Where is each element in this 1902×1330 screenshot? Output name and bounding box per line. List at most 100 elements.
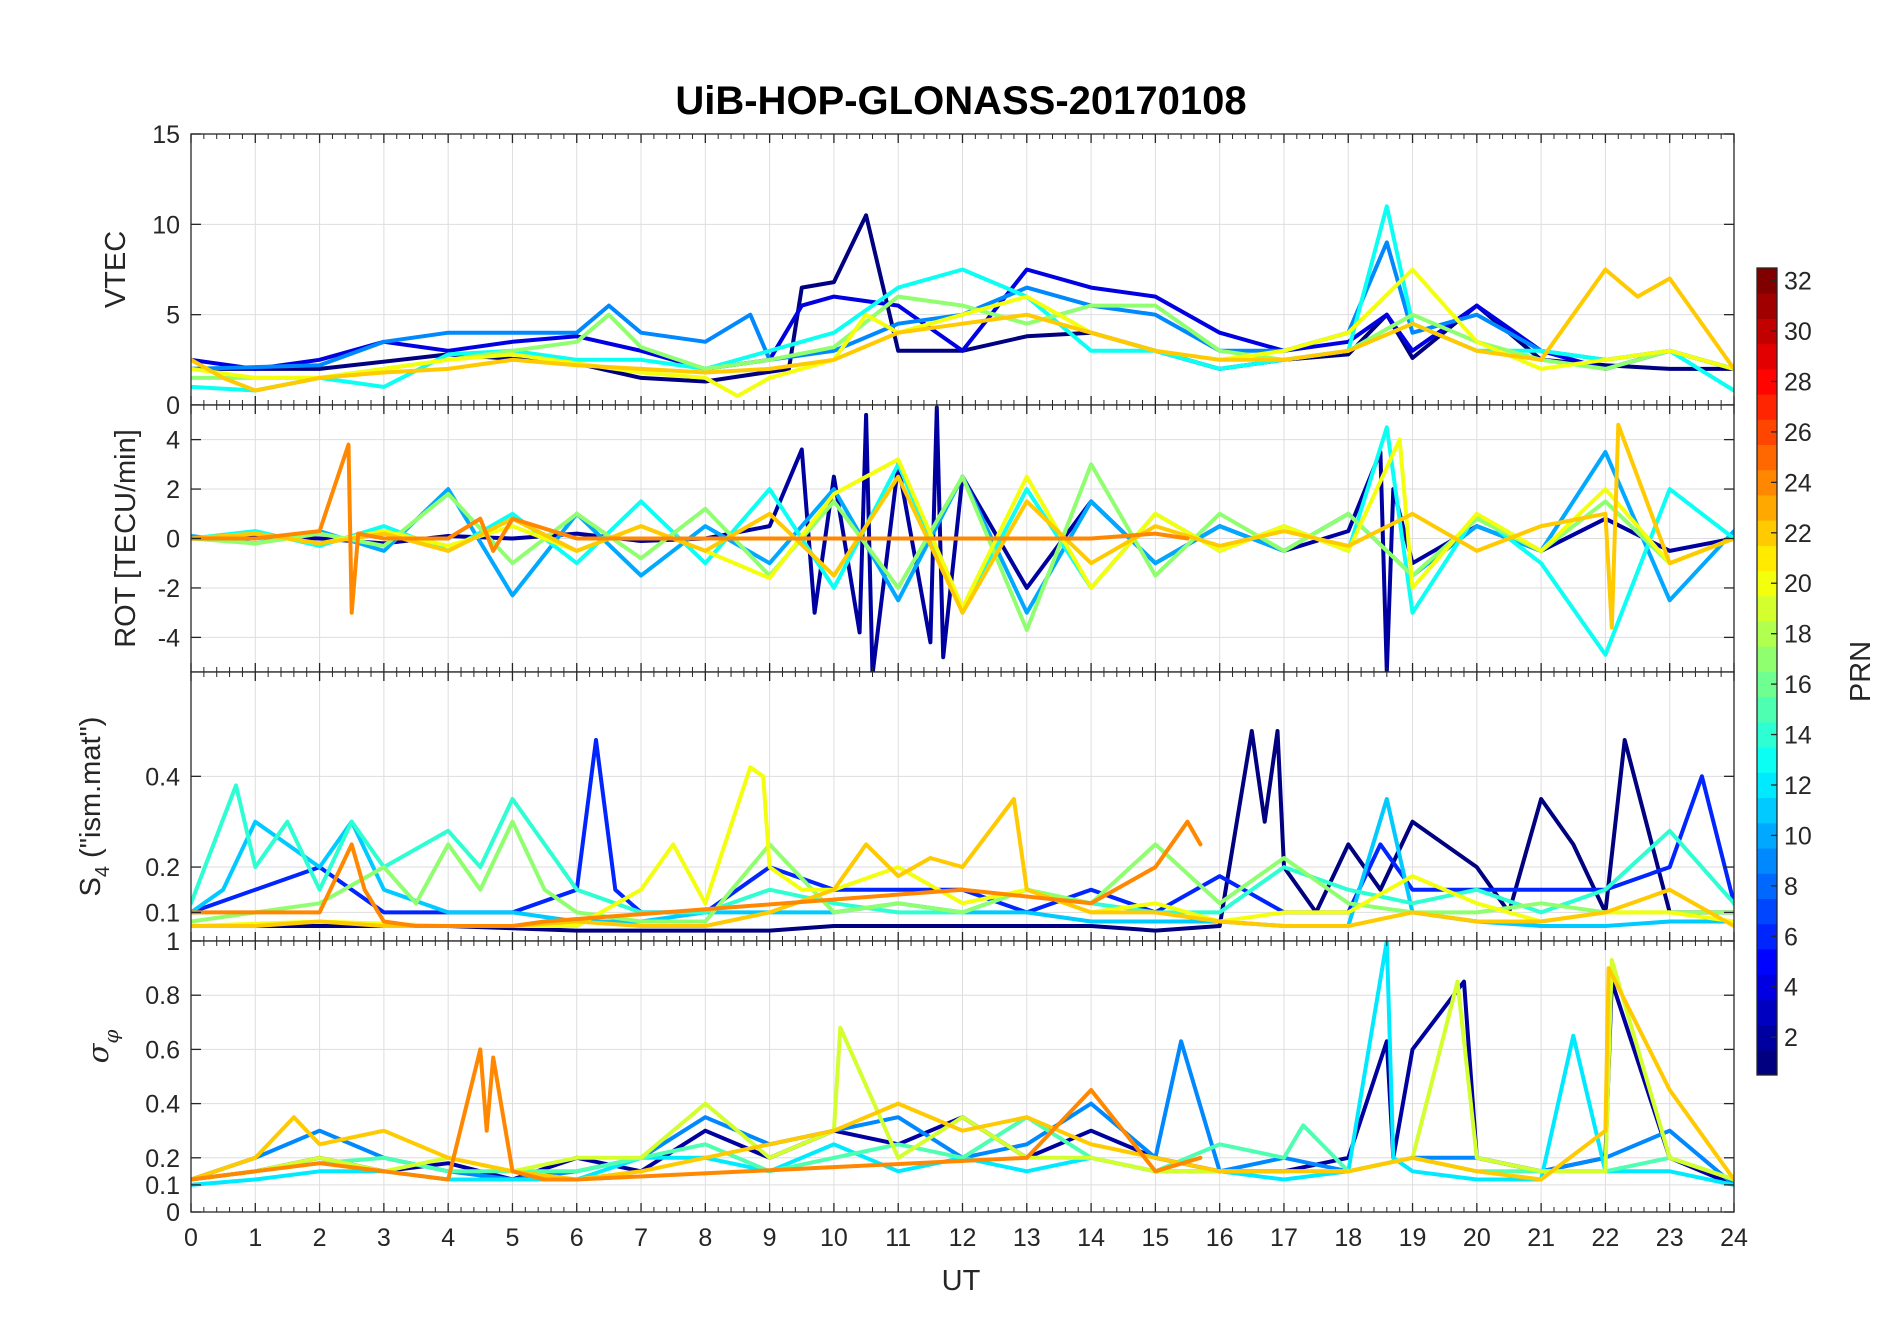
colorbar-tick-label: 10 [1784,822,1812,850]
colorbar-segment [1757,545,1777,572]
colorbar-segment [1757,368,1777,395]
y-tick-label: 4 [166,427,180,455]
series-prn-20 [191,765,1734,928]
colorbar-tick-label: 18 [1784,621,1812,649]
series-prn-22 [191,267,1734,393]
x-tick-label: 9 [763,1224,777,1252]
colorbar-segment [1757,999,1777,1026]
colorbar-tick-label: 30 [1784,318,1812,346]
series-prn-22 [191,966,1734,1182]
colorbar-segment [1757,948,1777,975]
colorbar-segment [1757,873,1777,899]
y-tick-label: 0.2 [145,854,180,882]
panel-rot: -4 -2 0 2 4 ROT [TECU/min] [110,404,1735,673]
y-tick-label: 0.4 [145,1091,180,1119]
y-tick-label: 5 [166,302,180,330]
x-tick-label: 3 [377,1224,391,1252]
x-tick-label: 8 [698,1224,712,1252]
chart-title: UiB-HOP-GLONASS-20170108 [675,79,1246,123]
colorbar-segment [1757,898,1777,925]
colorbar-tick-label: 20 [1784,570,1812,598]
tick-marks [190,133,1735,406]
colorbar-tick-label: 26 [1784,419,1812,447]
colorbar-tick-label: 8 [1784,873,1798,901]
series-prn-12 [191,941,1734,1187]
series-prn-17 [191,819,1734,924]
y-tick-label: 0.1 [145,899,180,927]
x-tick-label: 18 [1334,1224,1362,1252]
y-tick-label: 15 [152,121,180,149]
y-axis-label: σφ [81,1030,123,1064]
x-tick-label: 11 [885,1224,911,1252]
series-prn-24 [191,819,1203,928]
panel-sigma_phi: 00.10.2 0.4 0.6 0.8 1 σφ [81,928,1735,1227]
colorbar-segment [1757,494,1777,521]
colorbar-segment [1757,570,1777,597]
y-tick-label: -4 [158,624,180,652]
series-prn-17 [191,462,1734,632]
series-group [191,941,1734,1187]
series-prn-24 [191,442,1190,615]
x-axis: 0 1 2 3 4 5 6 7 8 9 10 11 12 13 14 15 16 17 18 19 20 21 22 23 24 [184,1224,1748,1252]
colorbar-segment [1757,343,1777,370]
colorbar-tick-label: 14 [1784,722,1812,750]
series-group [191,729,1734,933]
colorbar-segment [1757,772,1777,799]
colorbar-tick-label: 12 [1784,772,1812,800]
series-group [191,405,1734,672]
y-tick-label: 0.1 [145,1172,180,1200]
colorbar-tick-label: 24 [1784,469,1812,497]
y-tick-label: -2 [158,575,180,603]
x-tick-label: 16 [1206,1224,1234,1252]
colorbar-tick-label: 6 [1784,923,1798,951]
x-tick-label: 20 [1463,1224,1491,1252]
colorbar-segment [1757,268,1777,294]
y-tick-label: 1 [166,928,180,956]
colorbar-segment [1757,721,1777,748]
x-tick-label: 15 [1141,1224,1169,1252]
x-tick-label: 22 [1592,1224,1620,1252]
series-prn-24 [191,1047,1203,1182]
y-axis-label: S4 ("ism.mat") [75,717,114,897]
colorbar-tick-label: 2 [1784,1024,1798,1052]
x-tick-label: 10 [820,1224,848,1252]
colorbar-tick-label: 16 [1784,671,1812,699]
colorbar-segment [1757,696,1777,723]
y-tick-label: 0 [166,392,180,420]
colorbar-segment [1757,797,1777,824]
x-tick-label: 17 [1270,1224,1298,1252]
panel-vtec: 0 5 10 15 VTEC [100,121,1735,420]
x-tick-label: 12 [949,1224,977,1252]
x-tick-label: 2 [313,1224,327,1252]
colorbar-segment [1757,394,1777,420]
y-tick-label: 0 [166,526,180,554]
x-tick-label: 19 [1399,1224,1427,1252]
colorbar-tick-label: 32 [1784,268,1812,296]
colorbar-tick-label: 28 [1784,368,1812,396]
colorbar-segment [1757,747,1777,773]
colorbar-segment [1757,923,1777,950]
series-prn-20 [191,437,1734,610]
y-tick-label: 0.6 [145,1036,180,1064]
colorbar-tick-label: 4 [1784,974,1798,1002]
y-tick-label: 10 [152,211,180,239]
x-tick-label: 1 [248,1224,262,1252]
colorbar-segment [1757,444,1777,471]
colorbar-label: PRN [1845,641,1877,702]
x-tick-label: 6 [570,1224,584,1252]
x-tick-label: 0 [184,1224,198,1252]
y-axis-label: ROT [TECU/min] [110,429,142,648]
colorbar-segment [1757,293,1777,319]
tick-marks [190,940,1735,1213]
y-tick-label: 0.4 [145,763,180,791]
colorbar-tick-label: 22 [1784,520,1812,548]
x-tick-label: 23 [1656,1224,1684,1252]
colorbar-segment [1757,520,1777,546]
colorbar-segment [1757,671,1777,698]
series-prn-14 [191,783,1734,915]
y-tick-label: 0.2 [145,1145,180,1173]
tick-marks [190,405,1735,672]
colorbar-segment [1757,1024,1777,1051]
